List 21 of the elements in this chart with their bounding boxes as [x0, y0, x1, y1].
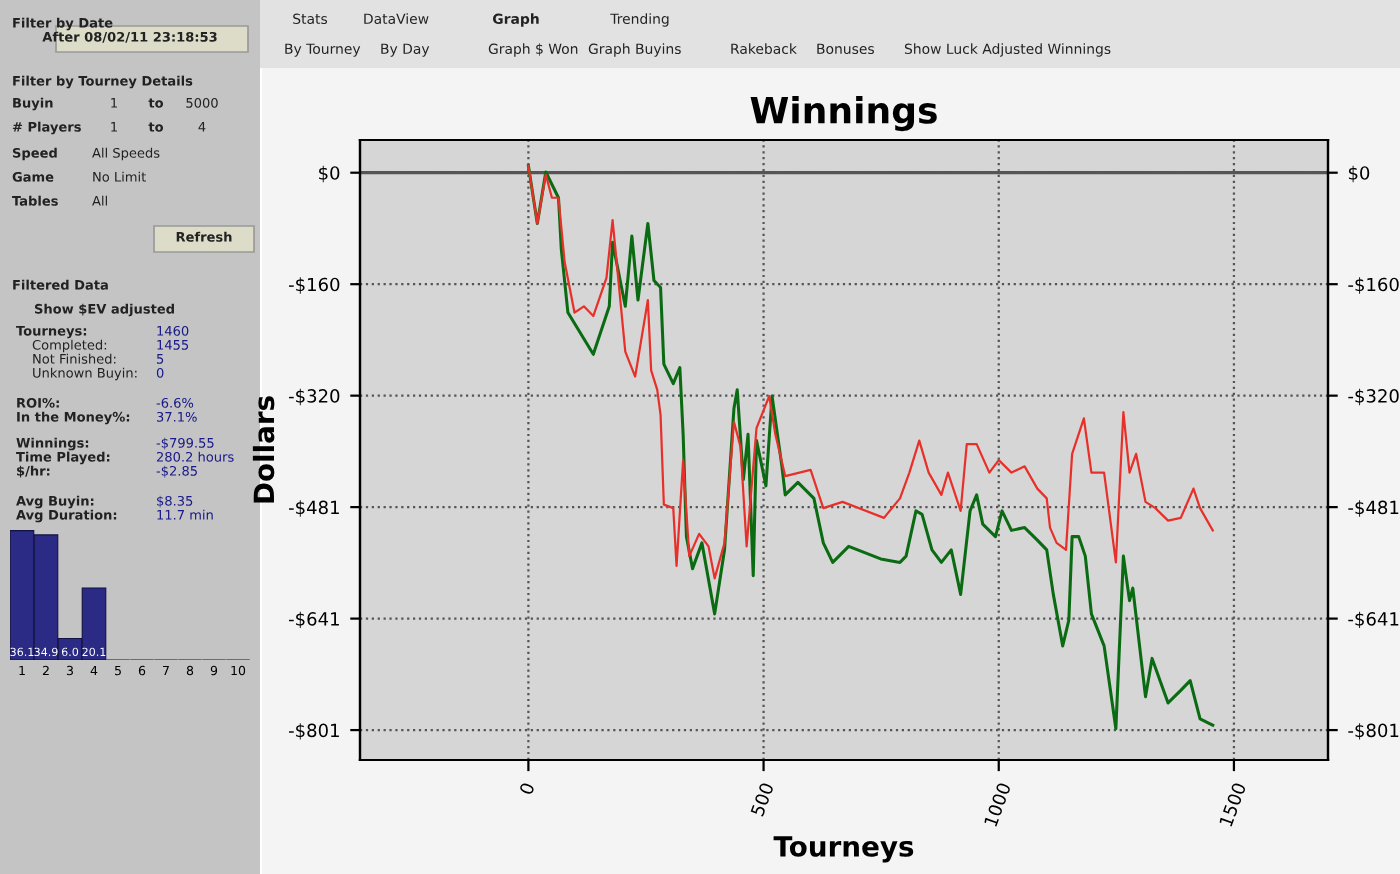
x-tick-label: 1000 — [983, 782, 1012, 827]
y-tick-label: -$801 — [288, 723, 339, 740]
x-tick-label: 1500 — [1218, 782, 1247, 827]
chart-title: Winnings — [750, 95, 937, 132]
y2-tick-label: -$160 — [1348, 277, 1399, 294]
x-axis-title: Tourneys — [773, 836, 914, 863]
line-series — [527, 164, 1214, 580]
line-series — [526, 164, 1215, 731]
y-tick-label: -$481 — [288, 500, 339, 517]
y2-tick-label: -$801 — [1348, 723, 1399, 740]
y2-tick-label: -$641 — [1348, 611, 1399, 629]
y2-tick-label: $0 — [1348, 165, 1370, 183]
y-axis-title: Dollars — [252, 396, 275, 503]
y2-tick-label: -$320 — [1348, 388, 1399, 406]
x-tick-label: 0 — [518, 782, 535, 796]
x-tick-label: 500 — [750, 782, 774, 817]
y-tick-label: -$320 — [288, 388, 340, 406]
y-tick-label: -$160 — [288, 277, 340, 294]
y-tick-label: -$641 — [288, 611, 339, 629]
y2-tick-label: -$481 — [1348, 500, 1399, 517]
y-tick-label: $0 — [319, 165, 340, 183]
